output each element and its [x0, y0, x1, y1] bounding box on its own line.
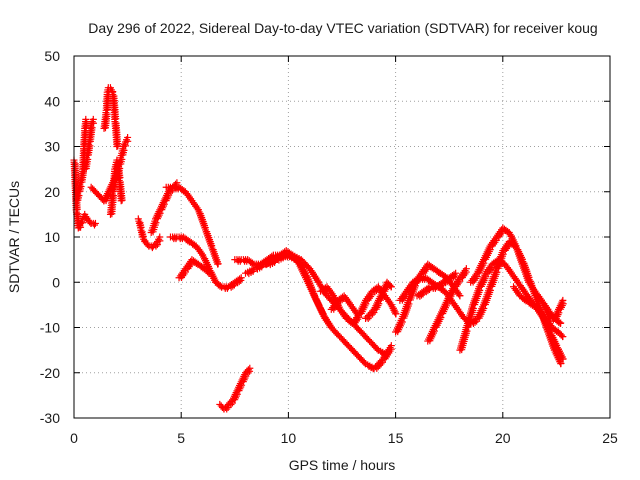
- data-point: [387, 342, 395, 350]
- x-tick-label: 15: [388, 430, 404, 446]
- y-tick-label: 50: [44, 48, 60, 64]
- data-point: [144, 241, 152, 249]
- x-tick-label: 5: [177, 430, 185, 446]
- data-point: [205, 269, 213, 277]
- series-arc-q: [327, 292, 361, 318]
- data-point: [117, 197, 125, 205]
- data-point: [124, 133, 132, 141]
- data-point: [392, 310, 400, 318]
- series-arc-f: [106, 156, 126, 218]
- data-point: [237, 274, 245, 282]
- y-tick-label: -20: [40, 365, 60, 381]
- data-point: [452, 269, 460, 277]
- x-tick-labels: 0 5 10 15 20 25: [70, 430, 618, 446]
- data-point: [383, 351, 391, 359]
- data-point: [462, 265, 470, 273]
- data-point: [86, 218, 94, 226]
- data-point: [244, 366, 252, 374]
- x-tick-label: 0: [70, 430, 78, 446]
- y-tick-label: 0: [52, 274, 60, 290]
- series-arc-d: [100, 84, 122, 150]
- data-point: [373, 345, 381, 353]
- x-axis-label: GPS time / hours: [289, 457, 396, 473]
- x-tick-label: 20: [495, 430, 511, 446]
- data-point: [555, 318, 563, 326]
- data-point: [114, 142, 122, 150]
- data-point: [120, 146, 128, 154]
- chart-title: Day 296 of 2022, Sidereal Day-to-day VTE…: [88, 20, 597, 36]
- plot-frame: [73, 55, 611, 419]
- data-point: [82, 115, 90, 123]
- data-point: [83, 119, 91, 127]
- x-tick-label: 25: [602, 430, 618, 446]
- data-point: [156, 233, 164, 241]
- series-arc-u: [413, 269, 460, 300]
- data-point: [360, 358, 368, 366]
- data-point: [152, 239, 160, 247]
- series-arc-r: [362, 278, 395, 323]
- data-point: [75, 192, 83, 200]
- data-point: [86, 142, 94, 150]
- data-point: [118, 155, 126, 163]
- y-axis-label: SDTVAR / TECUs: [6, 181, 22, 293]
- data-point: [559, 333, 567, 341]
- data-point: [88, 124, 96, 132]
- data-point: [450, 270, 458, 278]
- data-point: [557, 319, 565, 327]
- series-arc-l: [216, 364, 254, 413]
- data-point: [204, 268, 212, 276]
- data-point: [353, 310, 361, 318]
- grid-lines: [74, 56, 610, 418]
- data-point: [84, 155, 92, 163]
- data-point: [236, 275, 244, 283]
- series-arc-j: [166, 233, 245, 292]
- series-arc-o: [263, 251, 391, 359]
- series-arc-v: [424, 265, 470, 345]
- data-point: [248, 259, 256, 267]
- data-point: [214, 260, 222, 268]
- series-arc-c: [81, 115, 97, 173]
- data-points: [70, 84, 567, 413]
- series-arc-i: [162, 183, 222, 268]
- data-point: [91, 219, 99, 227]
- series-arc-h: [147, 179, 181, 236]
- series-arc-z: [537, 296, 567, 324]
- data-point: [456, 292, 464, 300]
- data-point: [559, 296, 567, 304]
- data-point: [386, 281, 394, 289]
- data-point: [89, 115, 97, 123]
- data-point: [113, 143, 121, 150]
- y-tick-label: 40: [44, 93, 60, 109]
- y-tick-labels: 50 40 30 20 10 0 -10 -20 -30: [40, 48, 60, 426]
- data-point: [118, 196, 126, 204]
- series-arc-n: [242, 251, 395, 373]
- data-point: [246, 364, 254, 372]
- data-point: [77, 183, 85, 191]
- data-point: [559, 355, 567, 363]
- series-arc-y: [510, 283, 567, 341]
- y-tick-label: 20: [44, 184, 60, 200]
- series-arc-k: [175, 256, 213, 282]
- series-arc-a: [70, 156, 99, 232]
- y-tick-label: 30: [44, 139, 60, 155]
- series-arc-g: [134, 215, 164, 252]
- data-point: [557, 360, 565, 368]
- data-point: [90, 221, 98, 229]
- data-point: [387, 283, 395, 291]
- y-tick-label: -30: [40, 410, 60, 426]
- data-point: [557, 331, 565, 339]
- y-tick-label: -10: [40, 320, 60, 336]
- y-tick-label: 10: [44, 229, 60, 245]
- data-point: [216, 282, 224, 290]
- x-tick-label: 10: [281, 430, 297, 446]
